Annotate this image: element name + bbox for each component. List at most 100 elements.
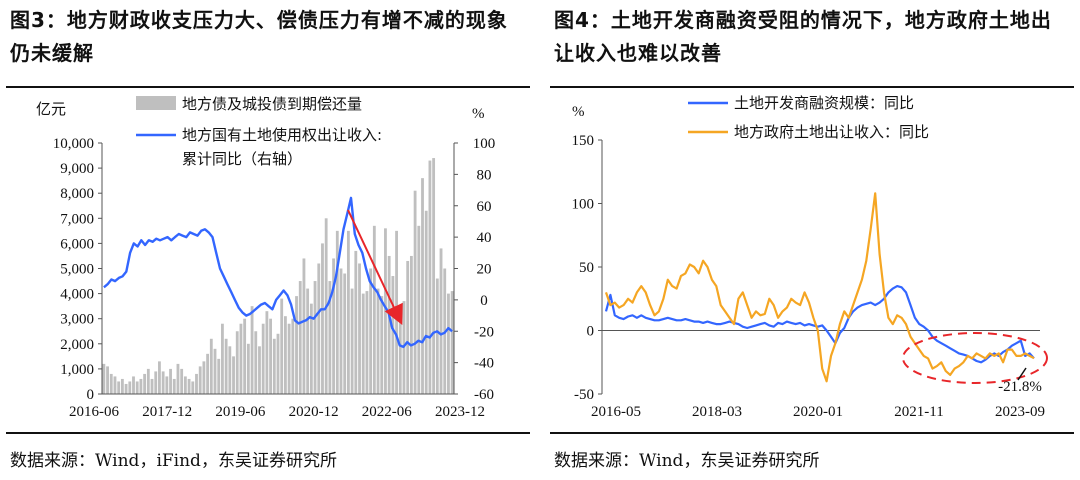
- bar: [143, 373, 147, 394]
- bar: [120, 378, 124, 394]
- bar: [150, 378, 154, 394]
- y-axis-unit: %: [572, 104, 585, 120]
- bar: [372, 225, 376, 394]
- bottom-rule: [6, 432, 530, 434]
- bar: [113, 376, 117, 394]
- bar: [195, 373, 198, 394]
- bar: [109, 373, 113, 394]
- bar: [128, 381, 132, 394]
- bar: [321, 243, 324, 394]
- bar: [139, 378, 143, 394]
- bar: [243, 318, 247, 394]
- bar: [417, 225, 421, 394]
- bar: [391, 276, 395, 394]
- right-tick-label: -40: [474, 356, 494, 372]
- bar: [346, 230, 350, 394]
- top-rule: [6, 86, 530, 88]
- bar: [313, 281, 317, 394]
- legend-line-label: 地方国有土地使用权出让收入:: [182, 126, 382, 144]
- bar: [424, 210, 428, 394]
- bar: [254, 331, 258, 394]
- left-tick-label: 8,000: [60, 186, 94, 202]
- figure-3-title: 图3：地方财政收支压力大、偿债压力有增不减的现象仍未缓解: [10, 8, 508, 65]
- bar: [306, 288, 310, 394]
- top-rule: [550, 86, 1074, 88]
- left-tick-label: 9,000: [60, 161, 94, 177]
- bar: [272, 338, 276, 394]
- x-tick-label: 2022-06: [362, 404, 412, 420]
- right-tick-label: -60: [474, 387, 494, 403]
- bar: [369, 268, 373, 394]
- bar: [361, 293, 365, 394]
- bar: [269, 318, 272, 394]
- x-tick-label: 2023-12: [435, 404, 485, 420]
- bar: [435, 278, 439, 394]
- bar: [317, 263, 321, 394]
- left-tick-label: 4,000: [60, 287, 94, 303]
- left-tick-label: 7,000: [60, 211, 94, 227]
- bar: [350, 288, 354, 394]
- x-tick-label: 2016-05: [591, 404, 641, 420]
- bar: [428, 160, 432, 394]
- bar: [239, 323, 243, 394]
- bar: [221, 323, 224, 394]
- bar: [276, 333, 280, 394]
- bar: [298, 281, 302, 394]
- bar: [387, 255, 391, 394]
- line-series: [604, 192, 1035, 383]
- bar: [376, 288, 380, 394]
- left-tick-label: 3,000: [60, 312, 94, 328]
- left-tick-label: 1,000: [60, 362, 94, 378]
- bar: [258, 346, 261, 394]
- bar: [332, 258, 335, 394]
- bar: [439, 248, 443, 394]
- y-tick-label: 150: [572, 133, 595, 149]
- line-series: [103, 196, 453, 349]
- left-tick-label: 2,000: [60, 337, 94, 353]
- bar: [280, 298, 284, 394]
- bar: [106, 366, 109, 394]
- bar: [354, 250, 358, 394]
- bar: [250, 306, 254, 394]
- left-tick-label: 10,000: [53, 136, 94, 152]
- x-tick-label: 2021-11: [894, 404, 943, 420]
- bar: [328, 281, 332, 394]
- bar: [235, 331, 239, 394]
- bar: [432, 158, 436, 394]
- bar: [124, 383, 128, 394]
- bar: [191, 381, 195, 394]
- legend-bar-swatch: [136, 96, 176, 110]
- bar: [135, 381, 139, 394]
- y-tick-label: 100: [572, 197, 595, 213]
- bar: [265, 311, 269, 394]
- bar: [224, 338, 228, 394]
- right-tick-label: 60: [477, 199, 492, 215]
- bar: [217, 358, 221, 394]
- right-tick-label: -20: [474, 324, 494, 340]
- legend-bar-label: 地方债及城投债到期偿还量: [182, 95, 362, 113]
- right-axis-unit: %: [472, 106, 485, 122]
- bar: [176, 363, 180, 394]
- left-axis-unit: 亿元: [36, 100, 66, 118]
- highlight-ellipse: [902, 332, 1048, 384]
- y-tick-label: -50: [574, 387, 594, 403]
- right-tick-label: 100: [473, 136, 496, 152]
- bar: [295, 296, 298, 394]
- x-tick-label: 2023-09: [995, 404, 1045, 420]
- source-note: 数据来源：Wind，iFind，东吴证券研究所: [10, 451, 337, 471]
- left-tick-label: 6,000: [60, 236, 94, 252]
- right-tick-label: 0: [480, 293, 488, 309]
- bar: [102, 363, 106, 394]
- bar: [202, 361, 206, 394]
- x-tick-label: 2020-12: [289, 404, 339, 420]
- line-series: [604, 285, 1035, 364]
- legend-label-2: 地方政府土地出让收入：同比: [734, 123, 929, 141]
- bar: [339, 268, 343, 394]
- bar: [302, 258, 306, 394]
- bar: [287, 323, 291, 394]
- x-tick-label: 2018-03: [692, 404, 742, 420]
- bar: [261, 323, 265, 394]
- bar: [198, 366, 202, 394]
